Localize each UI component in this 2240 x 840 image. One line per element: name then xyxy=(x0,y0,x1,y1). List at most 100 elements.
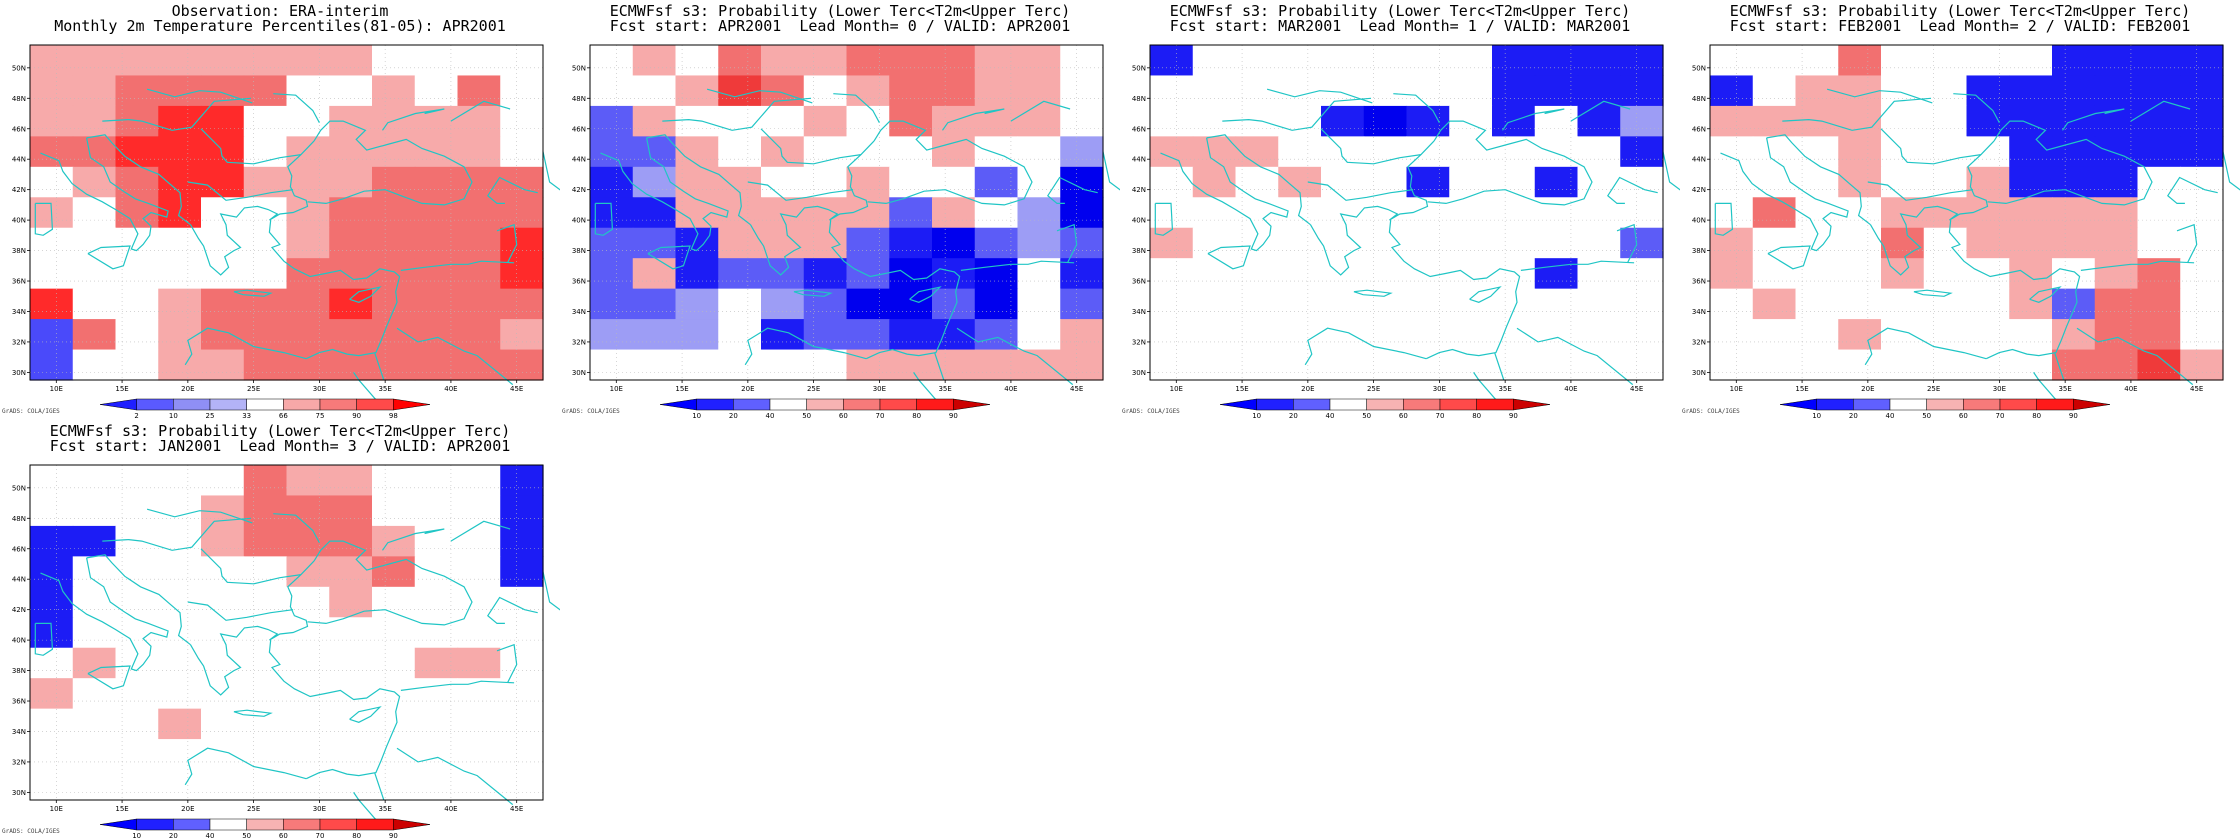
x-tick-label: 30E xyxy=(1433,385,1446,393)
grid-cell xyxy=(974,349,1019,381)
grid-cell xyxy=(761,166,805,198)
grid-cell xyxy=(1710,166,1754,198)
coastline xyxy=(1206,134,1311,226)
grid-cell xyxy=(1620,166,1664,198)
grid-cell xyxy=(1017,197,1061,229)
colorbar-label: 40 xyxy=(1886,412,1895,420)
coastline xyxy=(1304,327,1427,366)
x-tick-label: 30E xyxy=(313,385,326,393)
y-tick-label: 50N xyxy=(1132,64,1146,72)
map-frame xyxy=(1149,44,1664,381)
grid-cell xyxy=(30,45,74,77)
map-canvas: 10E 15E 20E 25E 30E 35E 40E 45E 30N 32N 34N 36N 38N 4… xyxy=(1682,44,2240,420)
coastline xyxy=(233,289,273,297)
grid-cell xyxy=(158,769,202,801)
grid-cell xyxy=(1534,288,1579,320)
grid-cell xyxy=(329,197,373,229)
grid-cell xyxy=(457,556,501,588)
grid-cell xyxy=(414,647,459,679)
grid-cell xyxy=(243,105,288,137)
grid-cell xyxy=(72,45,117,77)
colorbar-segment xyxy=(209,818,247,831)
y-tick-label: 38N xyxy=(1132,247,1146,255)
grid-cell xyxy=(372,647,416,679)
grads-credit: GrADS: COLA/IGES xyxy=(2,828,60,835)
grid-cell xyxy=(500,258,544,290)
grid-cell xyxy=(201,739,245,771)
grid-cell xyxy=(72,586,117,618)
grid-cell xyxy=(1577,136,1621,168)
colorbar-segment xyxy=(696,398,734,411)
coastline xyxy=(1570,100,1631,122)
grid-cell xyxy=(1838,227,1882,259)
grid-cell xyxy=(158,258,202,290)
coastline xyxy=(1320,128,1422,165)
grid-cell xyxy=(158,45,202,77)
grid-cell xyxy=(675,288,719,320)
grid-cell xyxy=(1710,227,1754,259)
colorbar-segment xyxy=(916,398,954,411)
x-tick-label: 25E xyxy=(807,385,820,393)
grid-cell xyxy=(414,349,459,381)
grid-cell xyxy=(2009,166,2053,198)
grid-cell xyxy=(2009,288,2053,320)
coastline xyxy=(34,202,54,236)
grid-cell xyxy=(675,319,719,351)
grid-cell xyxy=(1060,227,1104,259)
grid-cell xyxy=(1406,75,1450,107)
grid-cell xyxy=(2137,258,2181,290)
grid-cell xyxy=(72,495,117,527)
map-panel-lead1: ECMWFsf s3: Probability (Lower Terc<T2m<… xyxy=(1120,0,1680,420)
map-canvas: 10E 15E 20E 25E 30E 35E 40E 45E 30N 32N 34N 36N 38N 4… xyxy=(562,44,1120,420)
grid-cell xyxy=(201,349,245,381)
grid-cell xyxy=(974,197,1019,229)
coastline xyxy=(187,601,294,621)
grid-cell xyxy=(1492,45,1536,77)
coastline xyxy=(184,747,307,786)
grid-cell xyxy=(2094,227,2139,259)
grid-cell xyxy=(329,227,373,259)
y-tick-label: 48N xyxy=(12,95,26,103)
coastline xyxy=(349,286,382,303)
panel-title-line1: Observation: ERA-interim xyxy=(171,2,389,20)
colorbar-label: 70 xyxy=(1996,412,2005,420)
colorbar-segment xyxy=(356,398,394,411)
grid-cell xyxy=(1752,319,1797,351)
grid-cell xyxy=(1838,45,1882,77)
grid-cell xyxy=(372,288,416,320)
grid-cell xyxy=(932,105,976,137)
coastline xyxy=(747,181,854,201)
grid-cell xyxy=(1966,349,2010,381)
grid-cell xyxy=(1150,258,1194,290)
grid-cell xyxy=(329,258,373,290)
colorbar-label: 60 xyxy=(839,412,848,420)
grid-cell xyxy=(500,197,544,229)
coastline xyxy=(833,93,880,123)
grid-cell xyxy=(286,349,330,381)
grid-cell xyxy=(72,769,117,801)
grid-cell xyxy=(1577,197,1621,229)
y-tick-label: 46N xyxy=(1132,125,1146,133)
colorbar-segment xyxy=(356,818,394,831)
grid-cell xyxy=(500,739,544,771)
y-tick-label: 40N xyxy=(12,217,26,225)
coastline xyxy=(942,108,1005,131)
grads-credit: GrADS: COLA/IGES xyxy=(1682,408,1740,415)
coastline xyxy=(1207,245,1251,270)
x-tick-label: 45E xyxy=(2190,385,2203,393)
coastline xyxy=(2176,223,2198,264)
grid-cell xyxy=(1881,288,1925,320)
x-tick-label: 35E xyxy=(938,385,951,393)
grid-cell xyxy=(201,45,245,77)
grid-cell xyxy=(1449,258,1493,290)
grid-cell xyxy=(201,525,245,557)
grid-cell xyxy=(1017,319,1061,351)
grid-cell xyxy=(1363,136,1408,168)
grid-cell xyxy=(1406,349,1450,381)
grid-cell xyxy=(1710,349,1754,381)
grid-cell xyxy=(2180,319,2224,351)
grid-cell xyxy=(329,678,373,710)
y-tick-label: 46N xyxy=(1692,125,1706,133)
grid-cell xyxy=(72,556,117,588)
grid-cell xyxy=(201,319,245,351)
